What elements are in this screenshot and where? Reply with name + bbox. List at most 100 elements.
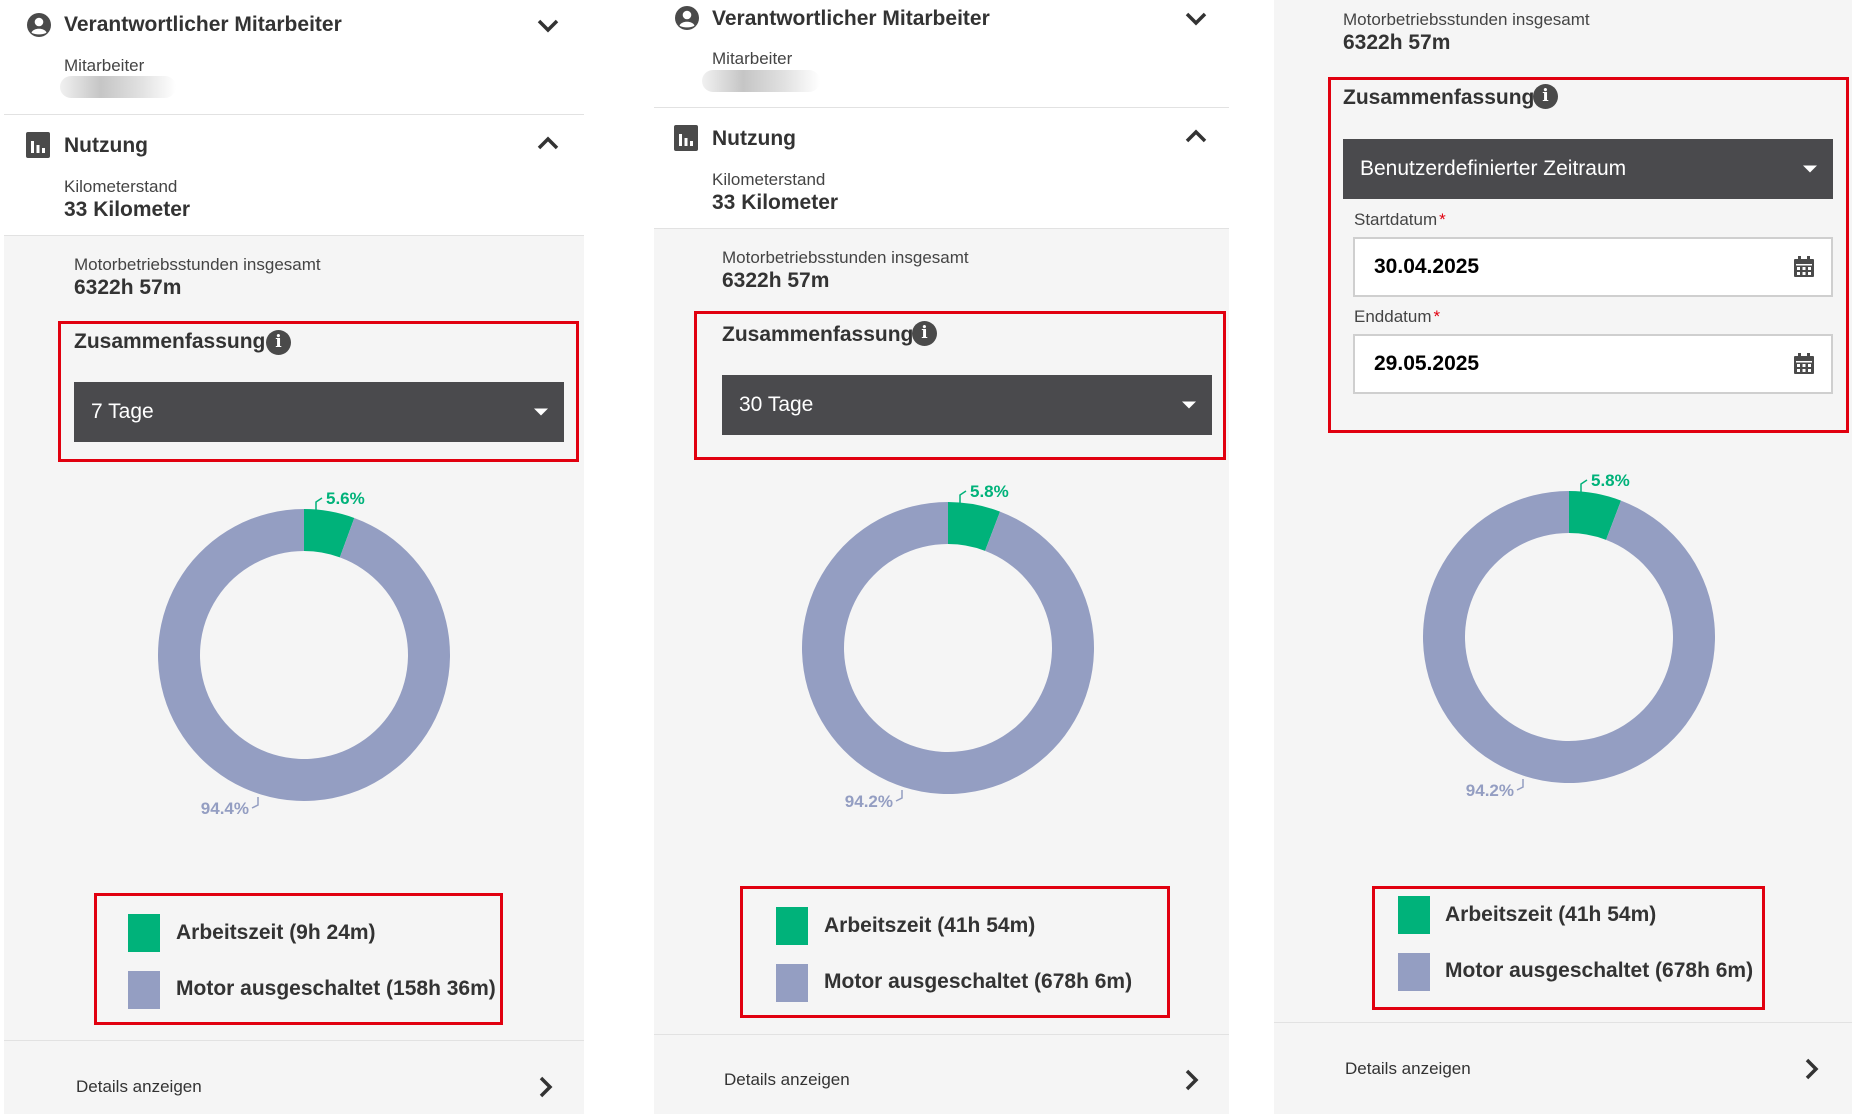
legend-working: Arbeitszeit (41h 54m): [1445, 903, 1657, 926]
legend-swatch-working: [1398, 896, 1430, 934]
employee-section-title: Verantwortlicher Mitarbeiter: [64, 13, 342, 36]
end-date-field[interactable]: 29.05.2025: [1353, 334, 1833, 394]
divider: [4, 1040, 584, 1041]
details-label: Details anzeigen: [76, 1077, 202, 1096]
bar-chart-icon: [26, 132, 50, 158]
chevron-up-icon[interactable]: [1184, 128, 1208, 144]
employee-section-title: Verantwortlicher Mitarbeiter: [712, 7, 990, 30]
donut-slice-off: [1423, 491, 1715, 783]
employee-label: Mitarbeiter: [712, 49, 793, 68]
svg-text:94.2%: 94.2%: [1466, 781, 1514, 800]
divider: [654, 1034, 1229, 1035]
calendar-icon[interactable]: [1793, 256, 1815, 278]
odometer-value: 33 Kilometer: [712, 191, 839, 214]
employee-name-redacted: [702, 70, 820, 92]
usage-section: Nutzung Kilometerstand 33 Kilometer: [654, 108, 1229, 228]
donut-label-off: 94.2%: [845, 790, 903, 811]
chevron-up-icon[interactable]: [536, 135, 560, 151]
details-label: Details anzeigen: [1345, 1059, 1471, 1078]
panel-custom-range: Motorbetriebsstunden insgesamt 6322h 57m…: [1274, 0, 1852, 1114]
donut-label-off: 94.2%: [1466, 779, 1524, 800]
legend-swatch-working: [776, 907, 808, 945]
donut-slice-working: [304, 509, 355, 558]
engine-hours-label: Motorbetriebsstunden insgesamt: [74, 255, 321, 274]
period-select-value: 7 Tage: [91, 400, 154, 423]
panel-30-days: Verantwortlicher Mitarbeiter Mitarbeiter…: [654, 0, 1229, 1114]
legend-working: Arbeitszeit (41h 54m): [824, 914, 1036, 937]
start-date-field[interactable]: 30.04.2025: [1353, 237, 1833, 297]
details-link[interactable]: Details anzeigen: [4, 1041, 584, 1114]
engine-hours-value: 6322h 57m: [722, 269, 830, 292]
donut-label-working: 5.8%: [959, 482, 1009, 504]
period-select[interactable]: Benutzerdefinierter Zeitraum: [1343, 139, 1833, 199]
chevron-right-icon: [539, 1076, 553, 1098]
employee-section: Verantwortlicher Mitarbeiter Mitarbeiter: [4, 0, 584, 114]
legend-off: Motor ausgeschaltet (158h 36m): [176, 977, 496, 1000]
summary-title: Zusammenfassung: [74, 330, 266, 353]
svg-text:94.4%: 94.4%: [201, 799, 249, 818]
legend-swatch-off: [1398, 953, 1430, 991]
info-icon[interactable]: i: [1533, 84, 1558, 109]
employee-section: Verantwortlicher Mitarbeiter Mitarbeiter: [654, 0, 1229, 107]
summary-title: Zusammenfassung: [722, 323, 914, 346]
legend-swatch-off: [776, 964, 808, 1002]
info-icon[interactable]: i: [912, 321, 937, 346]
start-date-label-text: Startdatum: [1354, 210, 1438, 229]
caret-down-icon: [1803, 165, 1817, 173]
period-select[interactable]: 7 Tage: [74, 382, 564, 442]
svg-text:94.2%: 94.2%: [845, 792, 893, 811]
end-date-label-text: Enddatum: [1354, 307, 1432, 326]
usage-donut-chart: 5.8% 94.2%: [1423, 471, 1715, 800]
donut-label-off: 94.4%: [201, 797, 259, 818]
svg-text:5.8%: 5.8%: [1591, 471, 1630, 490]
bar-chart-icon: [674, 125, 698, 151]
divider: [4, 114, 584, 115]
donut-slice-working: [948, 502, 1001, 551]
engine-hours-label: Motorbetriebsstunden insgesamt: [722, 248, 969, 267]
svg-text:5.6%: 5.6%: [326, 489, 365, 508]
start-date-value: 30.04.2025: [1374, 255, 1480, 278]
donut-label-working: 5.8%: [1580, 471, 1630, 493]
donut-slice-off: [158, 509, 451, 801]
engine-hours-value: 6322h 57m: [74, 276, 182, 299]
usage-section-title: Nutzung: [64, 134, 148, 157]
legend-swatch-off: [128, 971, 160, 1009]
odometer-label: Kilometerstand: [64, 177, 178, 196]
usage-section: Nutzung Kilometerstand 33 Kilometer: [4, 115, 584, 235]
divider: [1274, 1022, 1852, 1023]
svg-text:5.8%: 5.8%: [970, 482, 1009, 501]
chevron-right-icon: [1805, 1058, 1819, 1080]
caret-down-icon: [1182, 401, 1196, 409]
divider: [4, 235, 584, 236]
end-date-value: 29.05.2025: [1374, 352, 1480, 375]
end-date-label: Enddatum *: [1354, 307, 1440, 327]
required-marker: *: [1433, 307, 1441, 326]
period-select-value: 30 Tage: [739, 393, 814, 416]
start-date-label: Startdatum *: [1354, 210, 1446, 230]
donut-slice-working: [1569, 491, 1622, 540]
details-link[interactable]: Details anzeigen: [1274, 1023, 1852, 1114]
divider: [654, 107, 1229, 108]
donut-slice-off: [802, 502, 1094, 794]
legend-working: Arbeitszeit (9h 24m): [176, 921, 376, 944]
employee-label: Mitarbeiter: [64, 56, 145, 75]
summary-title: Zusammenfassung: [1343, 86, 1535, 109]
period-select[interactable]: 30 Tage: [722, 375, 1212, 435]
info-icon[interactable]: i: [266, 330, 291, 355]
usage-donut-chart: 5.6% 94.4%: [158, 489, 451, 818]
employee-name-redacted: [60, 76, 176, 98]
chevron-down-icon[interactable]: [536, 18, 560, 34]
donut-label-working: 5.6%: [315, 489, 365, 511]
engine-hours-label: Motorbetriebsstunden insgesamt: [1343, 10, 1590, 29]
engine-hours-value: 6322h 57m: [1343, 31, 1451, 54]
details-link[interactable]: Details anzeigen: [654, 1035, 1229, 1114]
user-circle-icon: [675, 6, 699, 30]
caret-down-icon: [534, 408, 548, 416]
odometer-value: 33 Kilometer: [64, 198, 191, 221]
chevron-down-icon[interactable]: [1184, 11, 1208, 27]
calendar-icon[interactable]: [1793, 353, 1815, 375]
details-label: Details anzeigen: [724, 1070, 850, 1089]
usage-section-title: Nutzung: [712, 127, 796, 150]
period-select-value: Benutzerdefinierter Zeitraum: [1360, 157, 1627, 180]
chevron-right-icon: [1185, 1069, 1199, 1091]
